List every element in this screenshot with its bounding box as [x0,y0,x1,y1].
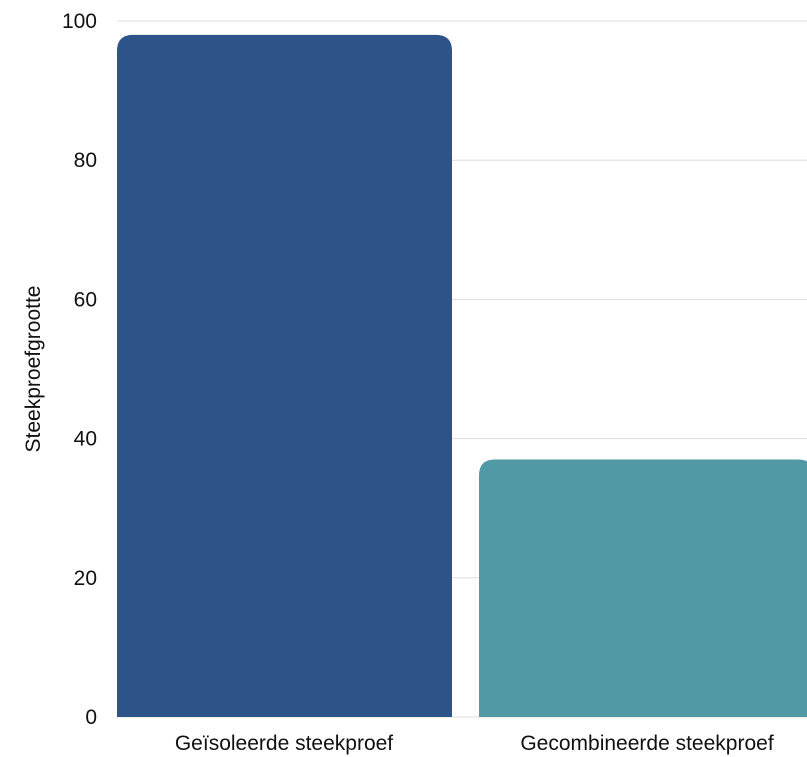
bars [117,34,807,718]
y-axis-title: Steekproefgrootte [22,286,45,453]
x-axis-labels: Geïsoleerde steekproef Gecombineerde stee… [175,732,774,755]
y-tick-label: 40 [74,428,97,451]
x-category-label: Geïsoleerde steekproef [175,732,393,755]
bar-isolated-sample [117,34,452,718]
y-axis-ticks: 0 20 40 60 80 100 [62,10,97,729]
y-tick-label: 80 [74,149,97,172]
y-tick-label: 0 [85,706,97,729]
y-tick-label: 20 [74,567,97,590]
x-category-label: Gecombineerde steekproef [520,732,773,755]
y-tick-label: 100 [62,10,97,33]
y-tick-label: 60 [74,288,97,311]
bar-combined-sample [479,459,807,717]
